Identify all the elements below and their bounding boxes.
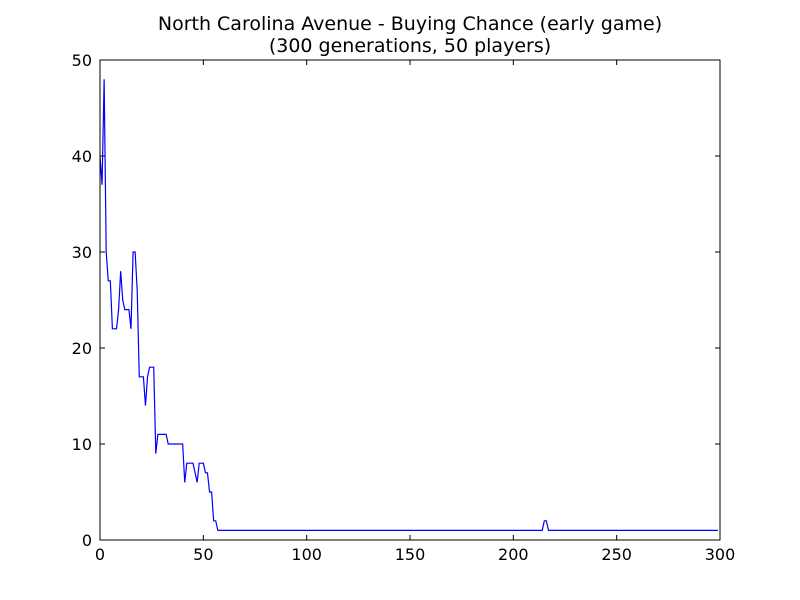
- ticks-layer: 0 50 100 150 200 250 300 0 10 20 30 40 50: [72, 51, 736, 564]
- chart-title: North Carolina Avenue - Buying Chance (e…: [158, 13, 662, 35]
- y-tick-label: 10: [72, 435, 92, 454]
- y-tick-label: 0: [82, 531, 92, 550]
- x-tick-label: 200: [498, 545, 529, 564]
- x-tick-label: 300: [705, 545, 736, 564]
- series-layer: [99, 79, 718, 532]
- x-tick-label: 250: [601, 545, 632, 564]
- x-tick-label: 0: [95, 545, 105, 564]
- y-tick-label: 40: [72, 147, 92, 166]
- x-tick-label: 150: [395, 545, 426, 564]
- chart-subtitle: (300 generations, 50 players): [269, 35, 551, 57]
- plot-frame: [99, 59, 721, 541]
- y-tick-label: 30: [72, 243, 92, 262]
- x-tick-label: 50: [193, 545, 213, 564]
- y-tick-label: 50: [72, 51, 92, 70]
- x-tick-label: 100: [291, 545, 322, 564]
- series-line-0: [99, 79, 718, 532]
- plot-area: [100, 60, 720, 540]
- y-tick-label: 20: [72, 339, 92, 358]
